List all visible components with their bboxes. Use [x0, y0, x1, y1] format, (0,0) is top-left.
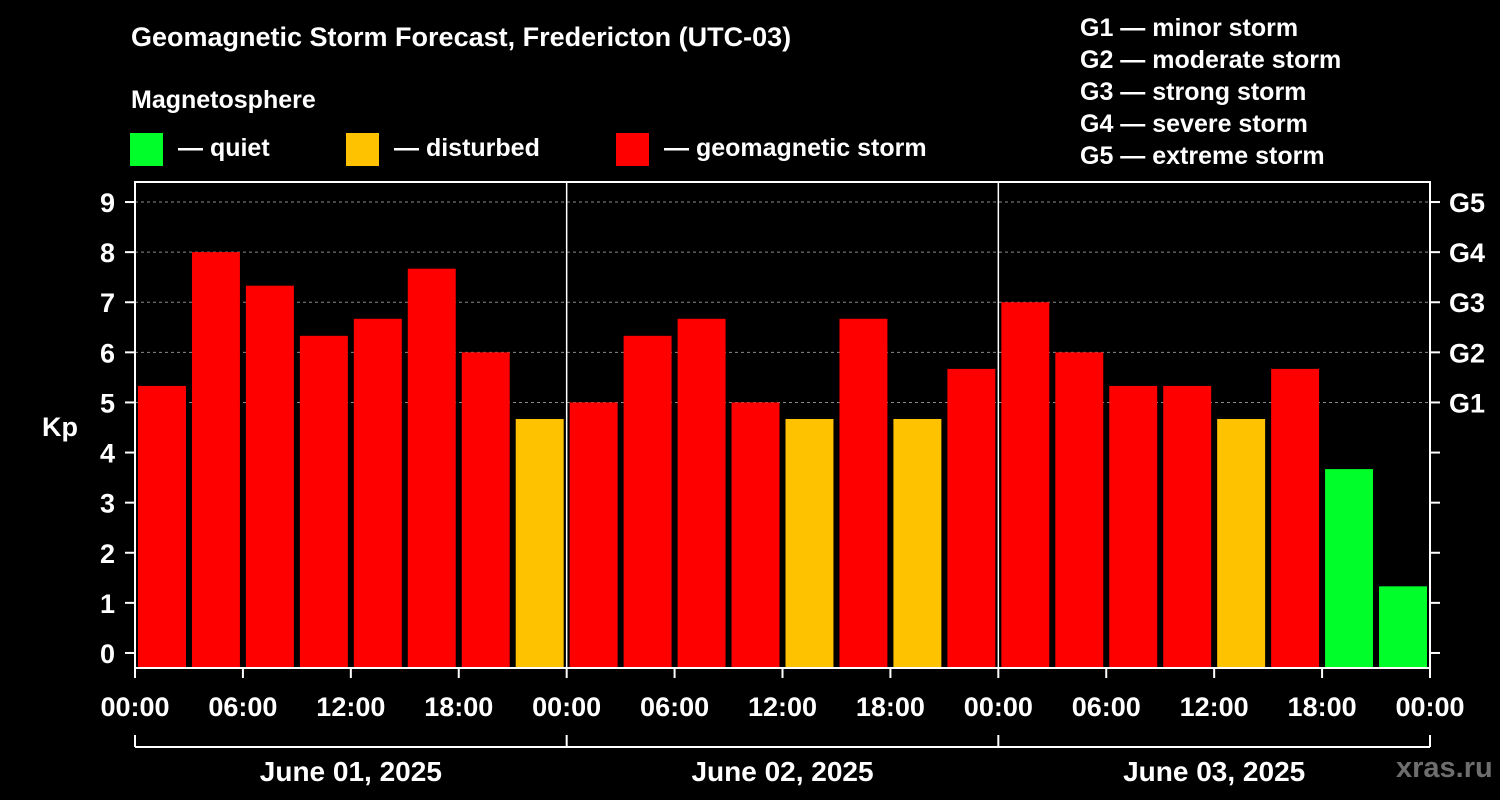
kp-bar	[353, 318, 402, 668]
y-tick-label: 2	[100, 539, 115, 569]
y-tick-label: 6	[100, 338, 115, 368]
scale-g5: G5 — extreme storm	[1080, 142, 1325, 170]
legend-label-storm: — geomagnetic storm	[664, 134, 927, 162]
x-tick-label: 18:00	[424, 692, 493, 722]
g-level-label: G5	[1449, 188, 1485, 218]
x-tick-label: 06:00	[640, 692, 709, 722]
kp-bar	[569, 402, 618, 668]
kp-bar	[1325, 469, 1374, 668]
y-tick-label: 8	[100, 238, 115, 268]
y-tick-label: 4	[100, 439, 115, 469]
scale-g1: G1 — minor storm	[1080, 14, 1299, 42]
x-tick-label: 18:00	[856, 692, 925, 722]
kp-bar	[1379, 586, 1427, 668]
kp-bar	[138, 385, 186, 668]
y-tick-label: 0	[100, 639, 115, 669]
kp-bar	[1055, 352, 1104, 668]
g-level-label: G2	[1449, 338, 1485, 368]
kp-bar	[677, 318, 726, 668]
kp-bar	[623, 335, 672, 668]
date-label: June 03, 2025	[1123, 756, 1305, 787]
scale-g3: G3 — strong storm	[1080, 78, 1307, 106]
x-tick-label: 00:00	[532, 692, 601, 722]
kp-bar	[1163, 385, 1212, 668]
kp-bar	[785, 418, 834, 668]
y-tick-label: 9	[100, 188, 115, 218]
kp-bar	[893, 418, 942, 668]
x-tick-label: 12:00	[748, 692, 817, 722]
x-tick-label: 00:00	[1395, 692, 1464, 722]
legend-label-quiet: — quiet	[178, 134, 270, 162]
kp-bar	[407, 268, 456, 668]
date-label: June 02, 2025	[691, 756, 873, 787]
legend-swatch-quiet	[130, 133, 163, 166]
y-axis-label: Kp	[42, 412, 78, 442]
legend-swatch-disturbed	[346, 133, 379, 166]
y-tick-label: 5	[100, 388, 115, 418]
chart-title: Geomagnetic Storm Forecast, Fredericton …	[131, 22, 792, 52]
y-tick-label: 1	[100, 589, 115, 619]
g-level-label: G1	[1449, 388, 1485, 418]
g-level-label: G4	[1449, 238, 1485, 268]
kp-bar	[839, 318, 888, 668]
legend-label-disturbed: — disturbed	[394, 134, 540, 162]
y-tick-label: 7	[100, 288, 115, 318]
kp-bar	[515, 418, 564, 668]
x-tick-label: 18:00	[1288, 692, 1357, 722]
legend-heading: Magnetosphere	[131, 86, 316, 114]
kp-bar	[191, 252, 240, 668]
x-tick-label: 06:00	[208, 692, 277, 722]
x-tick-label: 12:00	[316, 692, 385, 722]
kp-bar	[1271, 368, 1320, 668]
scale-g2: G2 — moderate storm	[1080, 46, 1342, 74]
x-tick-label: 00:00	[100, 692, 169, 722]
kp-bar	[461, 352, 510, 668]
kp-bar	[1001, 302, 1050, 668]
x-tick-label: 12:00	[1180, 692, 1249, 722]
kp-bar	[1217, 418, 1266, 668]
x-tick-label: 06:00	[1072, 692, 1141, 722]
g-level-label: G3	[1449, 288, 1485, 318]
kp-bar	[1109, 385, 1158, 668]
kp-bar	[299, 335, 348, 668]
y-tick-label: 3	[100, 489, 115, 519]
scale-g4: G4 — severe storm	[1080, 110, 1308, 138]
watermark: xras.ru	[1396, 752, 1493, 784]
kp-bar	[731, 402, 780, 668]
date-label: June 01, 2025	[260, 756, 442, 787]
x-tick-label: 00:00	[964, 692, 1033, 722]
kp-bar	[947, 368, 996, 668]
kp-bar	[245, 285, 294, 668]
legend-swatch-storm	[616, 133, 649, 166]
